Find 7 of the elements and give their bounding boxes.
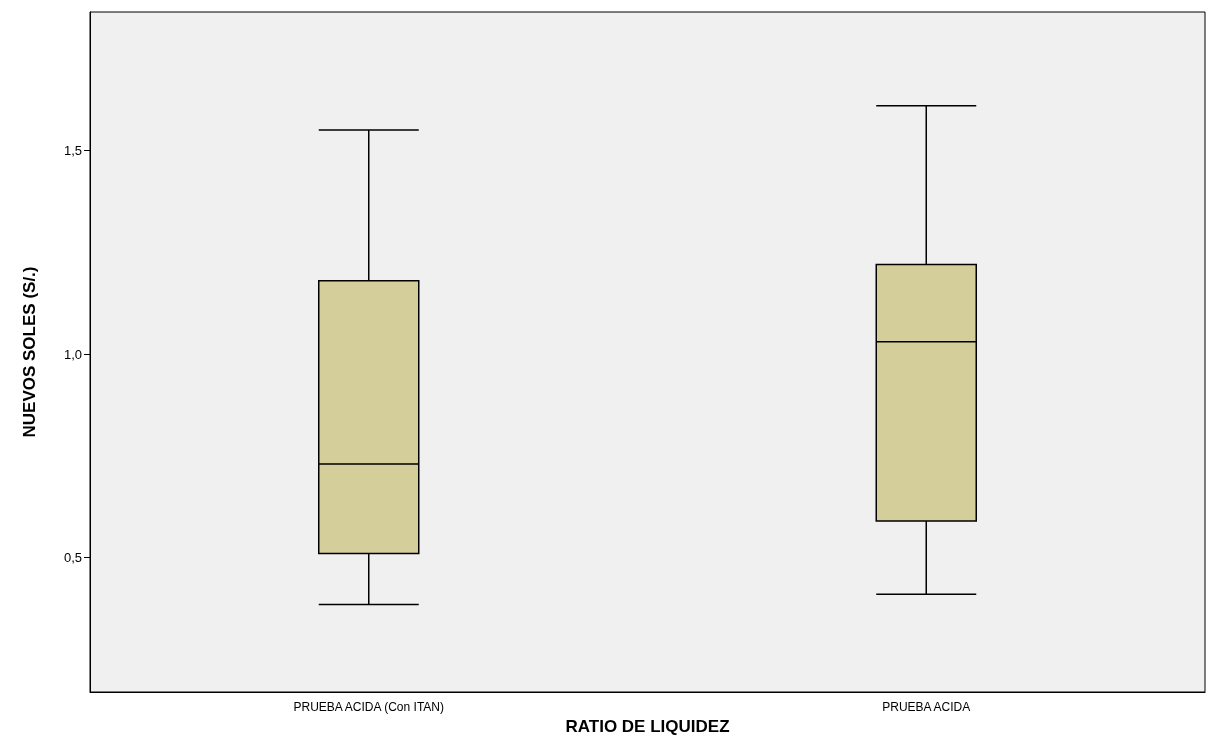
y-tick-label: 0,5 [63, 550, 82, 566]
y-tick-label: 1,5 [63, 142, 82, 158]
x-axis-title: RATIO DE LIQUIDEZ [565, 716, 730, 736]
y-tick-label: 1,0 [63, 346, 82, 362]
x-tick-label: PRUEBA ACIDA (Con ITAN) [293, 700, 444, 714]
y-axis-title: NUEVOS SOLES (S/.) [20, 266, 39, 438]
x-tick-label: PRUEBA ACIDA [882, 700, 971, 714]
